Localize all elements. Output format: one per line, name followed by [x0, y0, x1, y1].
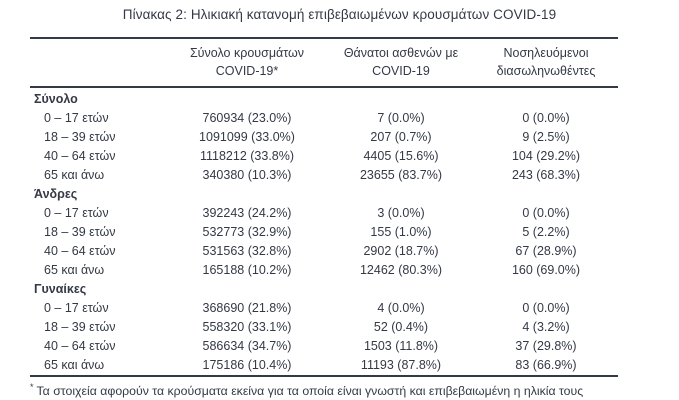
table-header: Σύνολο κρουσμάτων COVID-19* Θάνατοι ασθε… — [30, 38, 618, 87]
footnote-text: Τα στοιχεία αφορούν τα κρούσματα εκείνα … — [36, 384, 584, 399]
cases-value: 760934 (23.0%) — [202, 111, 292, 125]
cases-value: 340380 (10.3%) — [202, 168, 292, 182]
cases-value: 392243 (24.2%) — [202, 206, 292, 220]
intubated-value: 37 (29.8%) — [515, 339, 577, 353]
group-label-women: Γυναίκες — [34, 282, 87, 296]
table-title: Πίνακας 2: Ηλικιακή κατανομή επιβεβαιωμέ… — [122, 7, 557, 22]
col-header-deaths-line2: COVID-19 — [372, 64, 430, 78]
table-row: 0 – 17 ετών 392243 (24.2%) 3 (0.0%) 0 (0… — [30, 204, 618, 223]
intubated-value: 160 (69.0%) — [511, 263, 581, 277]
deaths-value: 4405 (15.6%) — [363, 149, 439, 163]
age-label: 0 – 17 ετών — [44, 111, 109, 125]
cases-value: 1118212 (33.8%) — [199, 149, 295, 163]
intubated-value: 0 (0.0%) — [522, 206, 570, 220]
deaths-value: 12462 (80.3%) — [359, 263, 442, 277]
col-header-cases-line2: COVID-19* — [215, 64, 279, 78]
header-row: Σύνολο κρουσμάτων COVID-19* Θάνατοι ασθε… — [30, 38, 618, 87]
cases-value: 165188 (10.2%) — [202, 263, 292, 277]
cases-value: 531563 (32.8%) — [202, 244, 292, 258]
deaths-value: 207 (0.7%) — [370, 130, 432, 144]
intubated-value: 83 (66.9%) — [515, 358, 577, 372]
deaths-value: 23655 (83.7%) — [359, 168, 442, 182]
group-label-men: Άνδρες — [34, 187, 78, 201]
col-header-deaths-line1: Θάνατοι ασθενών με — [343, 46, 459, 60]
group-row-women: Γυναίκες — [30, 280, 618, 299]
deaths-value: 2902 (18.7%) — [363, 244, 439, 258]
col-header-deaths: Θάνατοι ασθενών με COVID-19 — [328, 38, 474, 87]
cases-value: 368690 (21.8%) — [202, 301, 292, 315]
age-label: 0 – 17 ετών — [44, 301, 109, 315]
group-row-men: Άνδρες — [30, 185, 618, 204]
table-row: 40 – 64 ετών 1118212 (33.8%) 4405 (15.6%… — [30, 147, 618, 166]
deaths-value: 52 (0.4%) — [373, 320, 429, 334]
table-row: 0 – 17 ετών 760934 (23.0%) 7 (0.0%) 0 (0… — [30, 109, 618, 128]
age-label: 18 – 39 ετών — [44, 320, 116, 334]
col-header-intubated-line2: διασωληνωθέντες — [496, 64, 596, 78]
deaths-value: 3 (0.0%) — [377, 206, 425, 220]
table-row: 0 – 17 ετών 368690 (21.8%) 4 (0.0%) 0 (0… — [30, 299, 618, 318]
intubated-value: 67 (28.9%) — [515, 244, 577, 258]
age-label: 40 – 64 ετών — [44, 244, 116, 258]
cases-value: 1091099 (33.0%) — [199, 130, 295, 144]
cases-value: 532773 (32.9%) — [202, 225, 292, 239]
age-label: 65 και άνω — [44, 168, 105, 182]
table-row: 18 – 39 ετών 532773 (32.9%) 155 (1.0%) 5… — [30, 223, 618, 242]
deaths-value: 155 (1.0%) — [370, 225, 432, 239]
age-label: 65 και άνω — [44, 263, 105, 277]
cases-value: 175186 (10.4%) — [202, 358, 292, 372]
intubated-value: 0 (0.0%) — [522, 111, 570, 125]
col-header-cases-line1: Σύνολο κρουσμάτων — [189, 46, 305, 60]
deaths-value: 4 (0.0%) — [377, 301, 425, 315]
table-row: 18 – 39 ετών 1091099 (33.0%) 207 (0.7%) … — [30, 128, 618, 147]
deaths-value: 1503 (11.8%) — [363, 339, 439, 353]
table-row: 65 και άνω 165188 (10.2%) 12462 (80.3%) … — [30, 261, 618, 280]
footnote-asterisk: * — [30, 382, 34, 392]
group-label-total: Σύνολο — [34, 92, 78, 106]
group-row-total: Σύνολο — [30, 87, 618, 109]
table-row: 18 – 39 ετών 558320 (33.1%) 52 (0.4%) 4 … — [30, 318, 618, 337]
footnote: * Τα στοιχεία αφορούν τα κρούσματα εκείνα… — [30, 382, 679, 398]
intubated-value: 243 (68.3%) — [511, 168, 581, 182]
deaths-value: 7 (0.0%) — [377, 111, 425, 125]
table-row: 65 και άνω 175186 (10.4%) 11193 (87.8%) … — [30, 356, 618, 376]
col-header-cases: Σύνολο κρουσμάτων COVID-19* — [166, 38, 328, 87]
age-label: 40 – 64 ετών — [44, 149, 116, 163]
age-label: 0 – 17 ετών — [44, 206, 109, 220]
intubated-value: 5 (2.2%) — [522, 225, 570, 239]
age-label: 40 – 64 ετών — [44, 339, 116, 353]
intubated-value: 4 (3.2%) — [522, 320, 570, 334]
table-body: Σύνολο 0 – 17 ετών 760934 (23.0%) 7 (0.0… — [30, 87, 618, 376]
table-row: 65 και άνω 340380 (10.3%) 23655 (83.7%) … — [30, 166, 618, 185]
age-label: 18 – 39 ετών — [44, 225, 116, 239]
covid-age-table: Σύνολο κρουσμάτων COVID-19* Θάνατοι ασθε… — [30, 37, 618, 377]
intubated-value: 104 (29.2%) — [511, 149, 581, 163]
age-label: 18 – 39 ετών — [44, 130, 116, 144]
intubated-value: 9 (2.5%) — [522, 130, 570, 144]
col-header-intubated-line1: Νοσηλευόμενοι — [503, 46, 589, 60]
cases-value: 558320 (33.1%) — [202, 320, 292, 334]
col-header-empty — [30, 38, 166, 87]
deaths-value: 11193 (87.8%) — [360, 358, 442, 372]
table-row: 40 – 64 ετών 586634 (34.7%) 1503 (11.8%)… — [30, 337, 618, 356]
col-header-intubated: Νοσηλευόμενοι διασωληνωθέντες — [474, 38, 618, 87]
cases-value: 586634 (34.7%) — [202, 339, 292, 353]
table-row: 40 – 64 ετών 531563 (32.8%) 2902 (18.7%)… — [30, 242, 618, 261]
intubated-value: 0 (0.0%) — [522, 301, 570, 315]
age-label: 65 και άνω — [44, 358, 105, 372]
